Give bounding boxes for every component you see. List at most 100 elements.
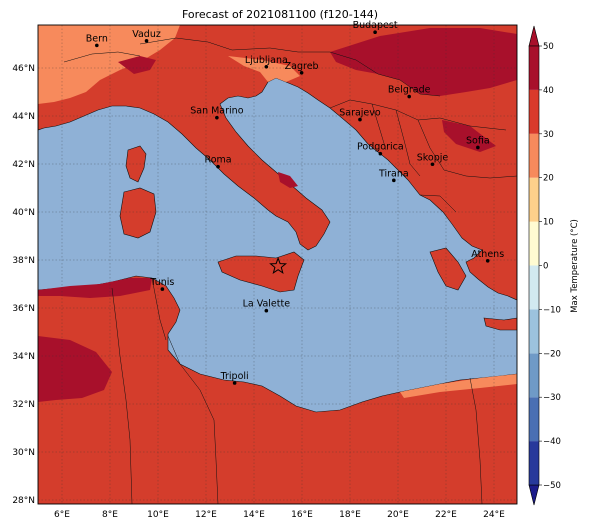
colorbar-segment — [529, 265, 539, 310]
lon-tick-label: 20°E — [387, 510, 409, 520]
city-label: Ljubljana — [245, 55, 288, 66]
star-marker-icon — [269, 256, 288, 274]
city-label: Roma — [205, 155, 232, 166]
colorbar-segment — [529, 309, 539, 354]
libya-coast-orange — [400, 374, 517, 398]
map-frame — [37, 24, 518, 505]
crete — [483, 317, 517, 331]
city-dot — [299, 70, 304, 75]
city-label: Belgrade — [388, 85, 431, 96]
hungary-hot-zone — [330, 28, 517, 96]
marker-layer — [269, 256, 288, 274]
city-dot — [144, 39, 149, 43]
colorbar-tick-label: 20 — [543, 174, 554, 184]
map-title: Forecast of 2021081100 (f120-144) — [182, 8, 378, 21]
colorbar-extend-max — [528, 25, 540, 47]
colorbar-segment — [529, 177, 539, 222]
adriatic-coast-orange — [228, 56, 300, 82]
city-dot — [392, 178, 396, 183]
city-dot — [407, 94, 411, 99]
lon-tick-label: 6°E — [54, 510, 70, 520]
greece-peloponnese — [429, 247, 467, 291]
city-label: Podgorica — [357, 142, 404, 153]
lon-tick-label: 24°E — [483, 510, 505, 520]
colorbar-tick-label: −30 — [543, 393, 561, 403]
city-dot — [264, 64, 269, 69]
colorbar-tick-label: −10 — [543, 305, 561, 315]
lon-tick-label: 12°E — [195, 510, 217, 520]
colorbar-segment — [529, 221, 539, 266]
europe-mainland — [38, 25, 517, 301]
city-label: Tunis — [149, 277, 174, 288]
colorbar-segment — [529, 46, 539, 90]
lon-axis: 6°E 8°E 10°E 12°E 14°E 16°E 18°E 20°E 22… — [54, 510, 505, 520]
colorbar-tick-label: 30 — [543, 130, 554, 140]
colorbar-tick-label: 40 — [543, 86, 554, 96]
city-label: Sarajevo — [339, 108, 381, 119]
city-dot — [160, 287, 165, 291]
lat-tick-label: 40°N — [12, 208, 35, 218]
colorbar-tick-label: 0 — [543, 262, 548, 272]
colorbar-tick-label: 50 — [543, 42, 554, 52]
lat-tick-label: 28°N — [12, 496, 35, 506]
city-dot — [216, 164, 220, 169]
colorbar-segment — [529, 397, 539, 442]
lat-tick-label: 44°N — [12, 112, 35, 122]
colorbar-tick-label: −40 — [543, 437, 561, 447]
lon-tick-label: 8°E — [102, 510, 118, 520]
lat-axis: 46°N 44°N 42°N 40°N 38°N 36°N 34°N 32°N … — [12, 64, 35, 506]
city-dot — [476, 145, 480, 150]
graticule — [38, 25, 517, 504]
colorbar-label: Max Temperature (°C) — [570, 219, 580, 313]
city-dot — [95, 43, 99, 48]
colorbar-tick-label: −50 — [543, 481, 561, 491]
city-label: La Valette — [243, 299, 291, 310]
city-label: Skopje — [417, 152, 449, 163]
po-valley-hot-zone — [118, 56, 156, 74]
colorbar-extend-min — [528, 484, 540, 506]
lat-tick-label: 30°N — [12, 448, 35, 458]
colorbar: −50 −40 −30 −20 −10 0 10 20 30 40 50 — [528, 25, 561, 506]
lat-tick-label: 32°N — [12, 400, 35, 410]
colorbar-segment — [529, 133, 539, 178]
city-dot — [264, 308, 269, 313]
balkan-hot-zone — [442, 120, 496, 152]
lat-tick-label: 34°N — [12, 352, 35, 362]
lon-tick-label: 22°E — [435, 510, 457, 520]
colorbar-segment — [529, 441, 539, 485]
sardinia — [119, 187, 157, 239]
algeria-hot-zone — [38, 336, 112, 402]
colorbar-segment — [529, 89, 539, 134]
colorbar-tick-label: −20 — [543, 349, 561, 359]
colorbar-tick-label: 10 — [543, 218, 554, 228]
alps-orange-zone — [38, 25, 180, 104]
apulia-hot-zone — [278, 172, 298, 188]
lat-tick-label: 38°N — [12, 256, 35, 266]
lon-tick-label: 10°E — [147, 510, 169, 520]
city-dot — [215, 115, 219, 120]
lon-tick-label: 14°E — [243, 510, 265, 520]
city-label: Tirana — [378, 168, 409, 179]
city-dot — [232, 381, 237, 385]
city-label: Vaduz — [132, 29, 161, 40]
city-label: Zagreb — [285, 61, 319, 72]
city-label: San Marino — [190, 106, 243, 117]
city-dot — [485, 258, 490, 263]
city-dot — [373, 30, 377, 35]
lat-tick-label: 36°N — [12, 304, 35, 314]
city-label: Bern — [86, 33, 108, 44]
lon-tick-label: 16°E — [291, 510, 313, 520]
tunisia-hot-band — [38, 278, 152, 298]
lat-tick-label: 42°N — [12, 160, 35, 170]
country-borders — [63, 37, 517, 504]
city-label: Budapest — [353, 20, 398, 31]
city-label: Athens — [471, 249, 504, 260]
lat-tick-label: 46°N — [12, 64, 35, 74]
city-dot — [378, 151, 383, 156]
city-label: Tripoli — [220, 371, 249, 382]
sicily — [217, 251, 305, 293]
city-dot — [430, 162, 435, 167]
lon-tick-label: 18°E — [339, 510, 361, 520]
